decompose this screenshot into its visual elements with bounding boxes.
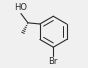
Text: Br: Br [49, 57, 58, 66]
Text: HO: HO [14, 3, 27, 12]
